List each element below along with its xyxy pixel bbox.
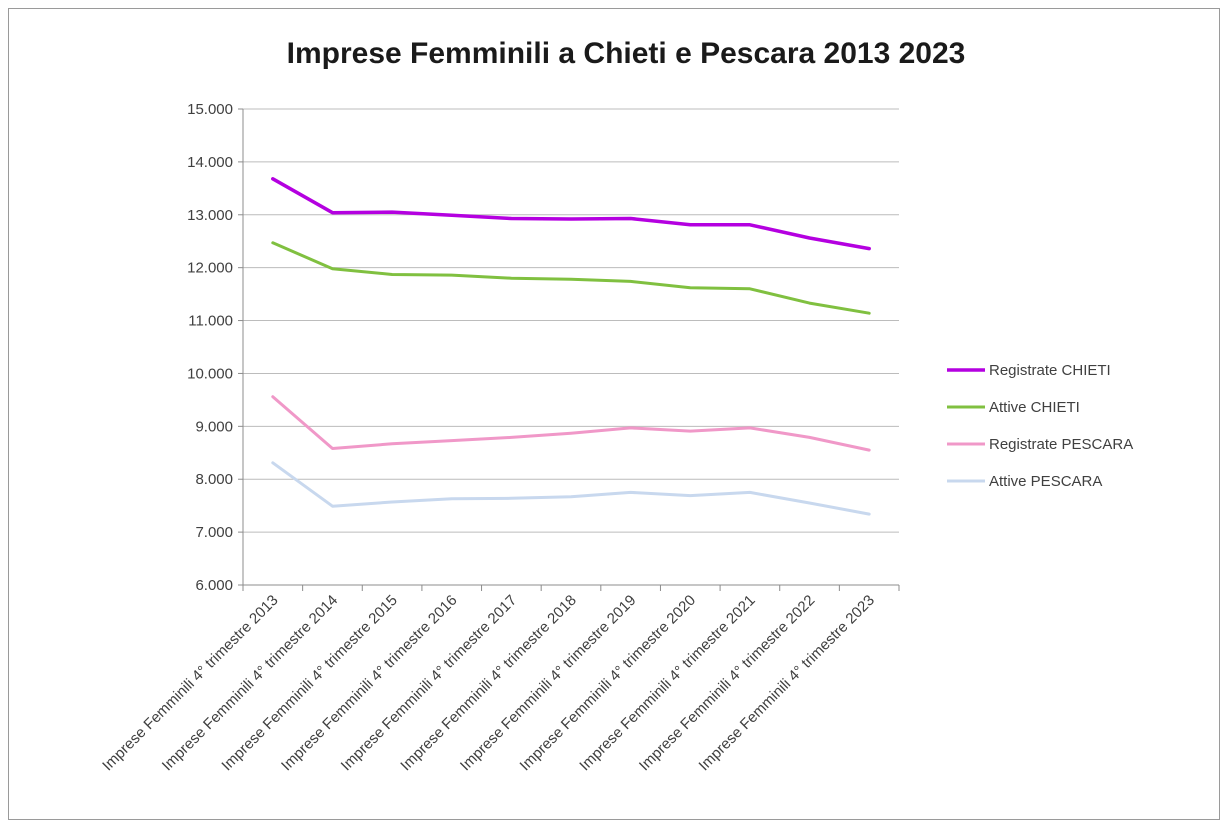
legend-label: Attive PESCARA <box>989 473 1102 490</box>
legend-label: Registrate PESCARA <box>989 436 1133 453</box>
y-tick-label: 7.000 <box>195 524 233 541</box>
legend-label: Attive CHIETI <box>989 399 1080 416</box>
y-tick-label: 6.000 <box>195 577 233 594</box>
legend: Registrate CHIETI Attive CHIETI Registrate… <box>947 362 1133 490</box>
y-tick-label: 10.000 <box>187 365 233 382</box>
gridlines <box>243 108 899 586</box>
y-tick-label: 14.000 <box>187 154 233 171</box>
y-tick-label: 11.000 <box>188 313 233 330</box>
chart-frame: Imprese Femminili a Chieti e Pescara 201… <box>8 8 1220 820</box>
y-tick-label: 13.000 <box>187 207 233 224</box>
legend-label: Registrate CHIETI <box>989 362 1111 379</box>
line-chart: Imprese Femminili a Chieti e Pescara 201… <box>99 37 1133 774</box>
series-line-1 <box>271 177 871 251</box>
series-line-2 <box>271 241 871 315</box>
y-tick-label: 8.000 <box>195 471 233 488</box>
series-line-3 <box>271 395 871 452</box>
y-tick-label: 12.000 <box>187 260 233 277</box>
chart-title: Imprese Femminili a Chieti e Pescara 201… <box>287 37 966 70</box>
series-line-4 <box>271 461 871 516</box>
series-lines <box>271 177 871 516</box>
y-tick-label: 9.000 <box>195 418 233 435</box>
y-tick-label: 15.000 <box>187 101 233 118</box>
